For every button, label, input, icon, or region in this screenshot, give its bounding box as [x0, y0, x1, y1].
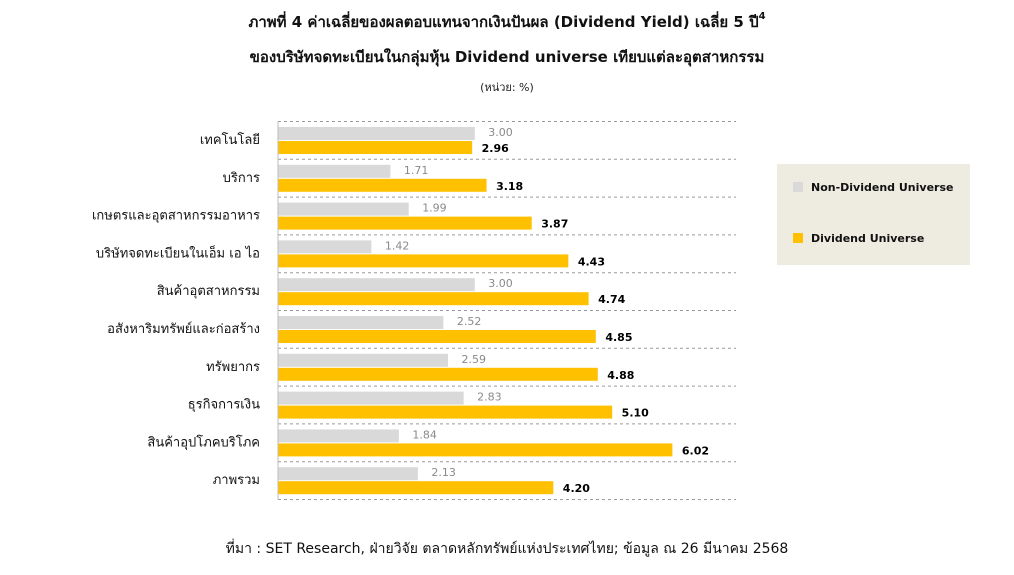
category-label: บริษัทจดทะเบียนในเอ็ม เอ ไอ	[96, 243, 260, 261]
legend-swatch-dividend	[793, 233, 803, 243]
bar-dividend	[278, 141, 473, 154]
data-label-dividend: 2.96	[482, 142, 509, 155]
legend-item-dividend: Dividend Universe	[793, 232, 924, 245]
source-note: ที่มา : SET Research, ฝ่ายวิจัย ตลาดหลัก…	[225, 541, 789, 557]
legend-label-non-dividend: Non-Dividend Universe	[811, 181, 954, 194]
category-label: ภาพรวม	[213, 473, 260, 488]
chart-title-text: ภาพที่ 4 ค่าเฉลี่ยของผลตอบแทนจากเงินปันผ…	[248, 13, 759, 31]
category-label: ทรัพยากร	[206, 360, 260, 375]
category-label: สินค้าอุตสาหกรรม	[157, 284, 260, 299]
data-label-non-dividend: 2.13	[431, 466, 456, 479]
data-label-non-dividend: 2.59	[461, 353, 486, 366]
bar-non-dividend	[278, 127, 475, 140]
data-label-non-dividend: 2.52	[457, 315, 482, 328]
chart-title-line2: ของบริษัทจดทะเบียนในกลุ่มหุ้น Dividend u…	[249, 48, 765, 66]
bar-dividend	[278, 178, 487, 192]
bar-dividend	[278, 330, 596, 343]
category-label: บริการ	[223, 171, 260, 186]
bar-dividend	[278, 405, 613, 419]
data-label-dividend: 4.20	[563, 482, 590, 495]
bar-non-dividend	[278, 353, 448, 367]
bar-non-dividend	[278, 429, 399, 443]
data-label-dividend: 3.18	[496, 180, 523, 193]
legend: Non-Dividend Universe Dividend Universe	[777, 164, 970, 265]
data-label-dividend: 3.87	[541, 218, 568, 231]
data-label-dividend: 4.43	[578, 255, 605, 268]
category-label: เทคโนโลยี	[200, 132, 260, 148]
chart-title-line1: ภาพที่ 4 ค่าเฉลี่ยของผลตอบแทนจากเงินปันผ…	[0, 10, 1014, 34]
data-label-dividend: 4.74	[598, 293, 625, 306]
category-label: ธุรกิจการเงิน	[188, 398, 260, 413]
bar-dividend	[278, 292, 589, 306]
bar-dividend	[278, 367, 598, 381]
legend-label-dividend: Dividend Universe	[811, 232, 925, 245]
data-label-dividend: 5.10	[622, 407, 649, 420]
data-label-non-dividend: 1.99	[422, 202, 447, 215]
bar-non-dividend	[278, 240, 372, 254]
bar-non-dividend	[278, 202, 409, 216]
data-label-non-dividend: 1.84	[412, 428, 437, 441]
data-label-dividend: 6.02	[682, 444, 709, 457]
data-label-non-dividend: 1.71	[404, 164, 429, 177]
bar-dividend	[278, 443, 673, 457]
bar-non-dividend	[278, 164, 391, 178]
data-label-non-dividend: 2.83	[477, 391, 502, 404]
data-label-non-dividend: 1.42	[385, 239, 410, 252]
title-footnote-marker: 4	[758, 11, 766, 22]
data-label-non-dividend: 3.00	[488, 277, 513, 290]
category-label: อสังหาริมทรัพย์และก่อสร้าง	[107, 321, 260, 337]
category-label: สินค้าอุปโภคบริโภค	[147, 434, 260, 450]
data-label-dividend: 4.85	[605, 331, 632, 344]
data-label-non-dividend: 3.00	[488, 126, 513, 139]
bar-non-dividend	[278, 391, 464, 405]
legend-swatch-non-dividend	[793, 182, 803, 192]
legend-item-non-dividend: Non-Dividend Universe	[793, 181, 953, 194]
unit-label: (หน่วย: %)	[480, 81, 534, 94]
bar-dividend	[278, 254, 569, 268]
bar-non-dividend	[278, 278, 475, 292]
bar-dividend	[278, 481, 554, 495]
category-label: เกษตรและอุตสาหกรรมอาหาร	[92, 209, 260, 224]
bar-non-dividend	[278, 467, 418, 481]
data-label-dividend: 4.88	[607, 369, 634, 382]
bar-dividend	[278, 216, 532, 230]
bar-non-dividend	[278, 316, 444, 329]
